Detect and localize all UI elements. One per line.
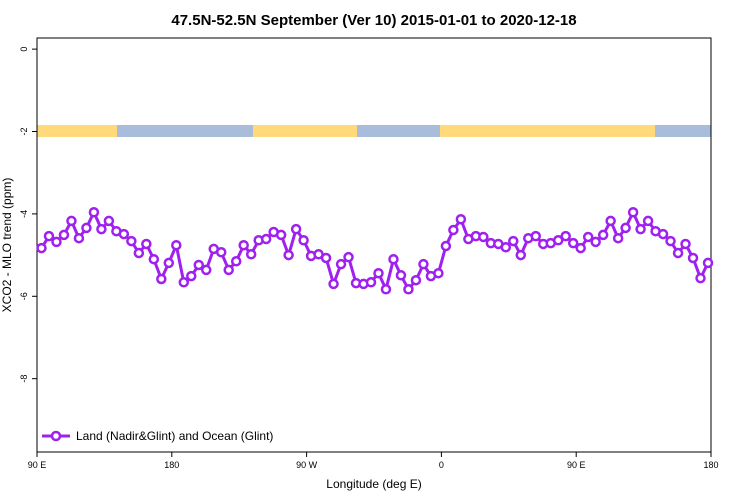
data-point [320, 252, 332, 264]
data-point [96, 223, 107, 235]
x-tick-label: 90 W [296, 460, 318, 470]
y-tick-label: -2 [19, 128, 29, 136]
data-point [635, 223, 646, 235]
data-point [178, 277, 190, 288]
x-tick-label: 180 [703, 460, 718, 470]
data-point [597, 229, 609, 241]
data-point [695, 272, 706, 284]
data-point [245, 249, 257, 260]
data-point [283, 249, 294, 261]
chart-title: 47.5N-52.5N September (Ver 10) 2015-01-0… [171, 12, 576, 29]
data-point [260, 233, 272, 245]
data-point [702, 257, 714, 269]
data-point [118, 228, 130, 240]
data-point [81, 222, 92, 234]
data-point [665, 235, 676, 247]
data-point [103, 215, 115, 227]
data-point [582, 231, 594, 243]
data-point [328, 278, 339, 290]
data-point [335, 258, 347, 270]
data-point [530, 230, 542, 242]
data-point [403, 284, 414, 295]
data-point [642, 215, 654, 227]
data-point [455, 214, 467, 225]
data-point [410, 274, 422, 286]
land-ocean-strip [37, 125, 711, 137]
data-point [343, 251, 354, 263]
legend-label: Land (Nadir&Glint) and Ocean (Glint) [76, 429, 273, 443]
data-point [575, 242, 586, 254]
data-point [567, 237, 579, 249]
data-point [605, 215, 616, 227]
data-point [58, 229, 70, 241]
data-point [373, 267, 384, 279]
data-point [186, 270, 197, 282]
data-point [215, 246, 227, 258]
plot-frame [36, 37, 712, 453]
data-point [680, 238, 691, 250]
legend-marker [50, 430, 62, 442]
data-point [657, 228, 669, 240]
y-axis-label: XCO2 - MLO trend (ppm) [0, 178, 14, 313]
x-tick-label: 180 [164, 460, 179, 470]
data-point [275, 229, 287, 241]
data-point [66, 215, 77, 227]
land-band [253, 125, 357, 137]
ocean-band [117, 125, 253, 137]
data-point [672, 247, 684, 259]
x-tick-label: 90 E [567, 460, 586, 470]
data-point [126, 235, 137, 247]
data-point [43, 230, 55, 242]
data-point [298, 235, 309, 246]
data-point [620, 222, 631, 234]
data-point [627, 207, 639, 218]
y-tick-label: -8 [19, 375, 29, 383]
data-point [163, 257, 175, 269]
data-point [365, 277, 377, 288]
data-point [290, 223, 302, 235]
data-point [440, 240, 452, 252]
data-point [73, 232, 85, 244]
data-point [478, 231, 489, 243]
land-band [37, 125, 117, 137]
x-tick-label: 0 [439, 460, 444, 470]
data-point [200, 264, 212, 276]
data-point [687, 252, 699, 264]
land-band [440, 125, 655, 137]
data-point [433, 267, 444, 279]
data-point [448, 224, 459, 236]
data-point [500, 242, 512, 253]
data-point [418, 258, 429, 270]
data-point [156, 273, 167, 285]
data-point [238, 239, 249, 251]
y-tick-label: -6 [19, 292, 29, 300]
data-point [148, 253, 160, 265]
y-tick-label: 0 [19, 47, 29, 52]
data-point [141, 238, 152, 250]
data-point [133, 247, 145, 259]
data-point [51, 236, 62, 248]
data-point [395, 270, 407, 281]
data-point [36, 242, 47, 254]
data-point [508, 235, 519, 247]
ocean-band [655, 125, 711, 137]
data-point [193, 259, 205, 271]
y-tick-label: -4 [19, 210, 29, 218]
ocean-band [357, 125, 440, 137]
data-point [612, 232, 624, 244]
data-point [552, 235, 564, 246]
x-tick-label: 90 E [28, 460, 47, 470]
data-point [515, 249, 527, 261]
data-point [388, 253, 399, 265]
data-point [171, 239, 182, 251]
data-point [230, 256, 242, 267]
data-point [88, 207, 100, 218]
x-axis-label: Longitude (deg E) [326, 477, 421, 491]
data-point [223, 264, 234, 276]
data-point [380, 284, 392, 295]
data-point [590, 236, 601, 248]
data-point [560, 230, 571, 242]
